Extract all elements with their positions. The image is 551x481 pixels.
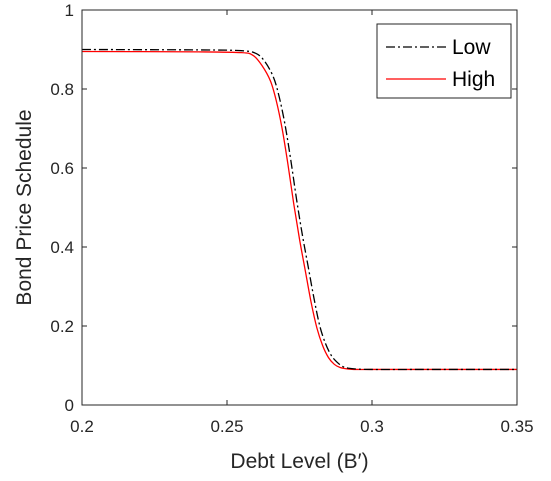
legend-label-low: Low (452, 36, 491, 59)
y-tick-label: 0.8 (50, 80, 74, 99)
plot-frame (81, 9, 518, 406)
y-tick-label: 1 (65, 1, 74, 20)
x-tick-label: 0.35 (500, 417, 533, 436)
y-axis-title: Bond Price Schedule (13, 109, 36, 305)
y-tick-label: 0.2 (50, 317, 74, 336)
series-lines (81, 48, 517, 371)
legend-box (376, 23, 512, 99)
y-tick-label: 0 (65, 396, 74, 415)
y-axis-ticks: 0 0.2 0.4 0.6 0.8 1 (50, 1, 517, 415)
series-line-low (81, 48, 517, 371)
y-tick-label: 0.6 (50, 159, 74, 178)
y-tick-label: 0.4 (50, 238, 74, 257)
legend-label-high: High (452, 68, 495, 91)
legend: Low High (376, 23, 512, 99)
x-tick-label: 0.25 (210, 417, 243, 436)
x-tick-label: 0.3 (360, 417, 384, 436)
x-tick-label: 0.2 (70, 417, 94, 436)
x-axis-title: Debt Level (B′) (230, 450, 368, 473)
